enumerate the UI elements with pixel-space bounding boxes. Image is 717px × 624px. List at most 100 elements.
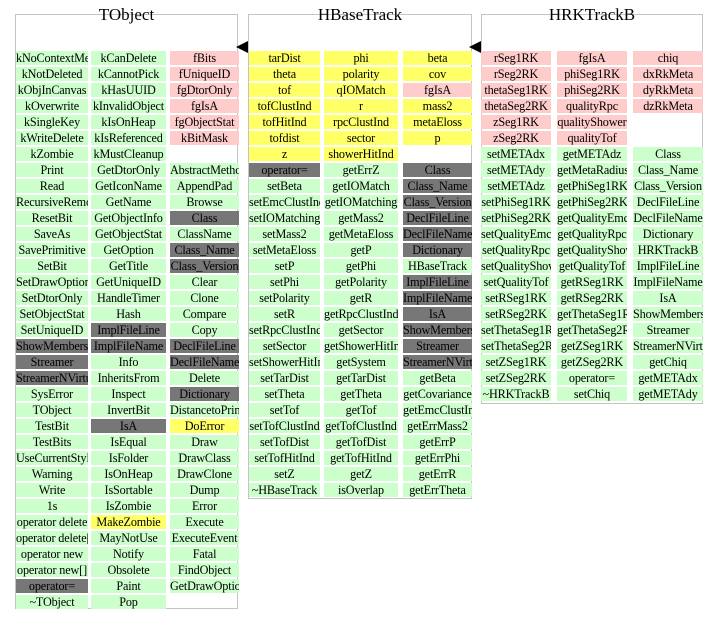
member-cell[interactable]: setTofDist — [249, 435, 320, 449]
member-cell[interactable]: SetDrawOption — [16, 275, 88, 289]
member-cell[interactable]: getCovariance — [403, 387, 472, 401]
member-cell[interactable]: ~TObject — [16, 595, 88, 609]
member-cell[interactable]: InvertBit — [91, 403, 166, 417]
member-cell[interactable]: Hash — [91, 307, 166, 321]
member-cell[interactable]: setR — [249, 307, 320, 321]
member-cell[interactable]: StreamerNVirtual — [633, 339, 703, 353]
member-cell[interactable]: getPhi — [324, 259, 398, 273]
member-cell[interactable]: metaEloss — [403, 115, 472, 129]
member-cell[interactable]: getMass2 — [324, 211, 398, 225]
member-cell[interactable]: ~HBaseTrack — [249, 483, 320, 497]
member-cell[interactable]: kInvalidObject — [91, 99, 166, 113]
member-cell[interactable]: Copy — [170, 323, 239, 337]
member-cell[interactable]: IsA — [633, 291, 703, 305]
member-cell[interactable]: MakeZombie — [91, 515, 166, 529]
member-cell[interactable]: Draw — [170, 435, 239, 449]
member-cell[interactable]: GetDtorOnly — [91, 163, 166, 177]
member-cell[interactable]: kHasUUID — [91, 83, 166, 97]
member-cell[interactable]: Clear — [170, 275, 239, 289]
member-cell[interactable]: Write — [16, 483, 88, 497]
member-cell[interactable]: setMETAdx — [481, 147, 551, 161]
member-cell[interactable]: phiSeg2RK — [557, 83, 627, 97]
member-cell[interactable]: DeclFileLine — [403, 211, 472, 225]
member-cell[interactable]: Obsolete — [91, 563, 166, 577]
member-cell[interactable]: Class_Version — [633, 179, 703, 193]
member-cell[interactable]: ImplFileLine — [403, 275, 472, 289]
member-cell[interactable]: setThetaSeg2RK — [481, 339, 551, 353]
member-cell[interactable]: fgIsA — [557, 51, 627, 65]
member-cell[interactable]: Class — [170, 211, 239, 225]
member-cell[interactable]: HandleTimer — [91, 291, 166, 305]
member-cell[interactable]: zSeg1RK — [481, 115, 551, 129]
member-cell[interactable]: DeclFileName — [170, 355, 239, 369]
member-cell[interactable]: Class_Name — [633, 163, 703, 177]
member-cell[interactable]: tof — [249, 83, 320, 97]
member-cell[interactable]: setThetaSeg1RK — [481, 323, 551, 337]
member-cell[interactable]: getSystem — [324, 355, 398, 369]
member-cell[interactable]: operator new — [16, 547, 88, 561]
member-cell[interactable]: IsEqual — [91, 435, 166, 449]
member-cell[interactable]: StreamerNVirtual — [403, 355, 472, 369]
member-cell[interactable]: fgIsA — [403, 83, 472, 97]
member-cell[interactable]: setMetaEloss — [249, 243, 320, 257]
member-cell[interactable]: setPhiSeg2RK — [481, 211, 551, 225]
member-cell[interactable]: getTof — [324, 403, 398, 417]
member-cell[interactable]: Inspect — [91, 387, 166, 401]
member-cell[interactable]: Compare — [170, 307, 239, 321]
member-cell[interactable]: Streamer — [403, 339, 472, 353]
member-cell[interactable]: dxRkMeta — [633, 67, 703, 81]
member-cell[interactable]: tofHitInd — [249, 115, 320, 129]
member-cell[interactable]: setRpcClustInd — [249, 323, 320, 337]
member-cell[interactable]: getRpcClustInd — [324, 307, 398, 321]
member-cell[interactable]: getIOMatching — [324, 195, 398, 209]
member-cell[interactable]: getTheta — [324, 387, 398, 401]
member-cell[interactable]: GetName — [91, 195, 166, 209]
member-cell[interactable]: setTof — [249, 403, 320, 417]
member-cell[interactable]: 1s — [16, 499, 88, 513]
member-cell[interactable]: getPolarity — [324, 275, 398, 289]
member-cell[interactable]: kSingleKey — [16, 115, 88, 129]
member-cell[interactable]: HRKTrackB — [633, 243, 703, 257]
member-cell[interactable]: tarDist — [249, 51, 320, 65]
member-cell[interactable]: chiq — [633, 51, 703, 65]
member-cell[interactable]: setZSeg2RK — [481, 371, 551, 385]
member-cell[interactable]: ShowMembers — [16, 339, 88, 353]
member-cell[interactable]: getZSeg1RK — [557, 339, 627, 353]
member-cell[interactable]: getErrPhi — [403, 451, 472, 465]
member-cell[interactable]: getPhiSeg1RK — [557, 179, 627, 193]
member-cell[interactable]: setShowerHitInd — [249, 355, 320, 369]
member-cell[interactable]: getMetaEloss — [324, 227, 398, 241]
member-cell[interactable]: getQualityShower — [557, 243, 627, 257]
member-cell[interactable]: Paint — [91, 579, 166, 593]
member-cell[interactable]: DrawClass — [170, 451, 239, 465]
member-cell[interactable]: ShowMembers — [633, 307, 703, 321]
member-cell[interactable]: Pop — [91, 595, 166, 609]
member-cell[interactable]: getTofDist — [324, 435, 398, 449]
member-cell[interactable]: setTheta — [249, 387, 320, 401]
member-cell[interactable]: ShowMembers — [403, 323, 472, 337]
member-cell[interactable]: setRSeg2RK — [481, 307, 551, 321]
member-cell[interactable]: getQualityEmc — [557, 211, 627, 225]
member-cell[interactable]: Warning — [16, 467, 88, 481]
member-cell[interactable]: setZ — [249, 467, 320, 481]
member-cell[interactable]: operator delete[] — [16, 531, 88, 545]
member-cell[interactable]: kZombie — [16, 147, 88, 161]
member-cell[interactable]: getSector — [324, 323, 398, 337]
member-cell[interactable]: getMETAdz — [557, 147, 627, 161]
member-cell[interactable]: Dictionary — [170, 387, 239, 401]
member-cell[interactable]: TObject — [16, 403, 88, 417]
member-cell[interactable]: getChiq — [633, 355, 703, 369]
member-cell[interactable]: GetObjectInfo — [91, 211, 166, 225]
member-cell[interactable]: getZ — [324, 467, 398, 481]
member-cell[interactable]: dyRkMeta — [633, 83, 703, 97]
member-cell[interactable]: getP — [324, 243, 398, 257]
member-cell[interactable]: DeclFileName — [403, 227, 472, 241]
member-cell[interactable]: setTofHitInd — [249, 451, 320, 465]
member-cell[interactable]: getBeta — [403, 371, 472, 385]
member-cell[interactable]: getTofClustInd — [324, 419, 398, 433]
member-cell[interactable]: getQualityTof — [557, 259, 627, 273]
member-cell[interactable]: rpcClustInd — [324, 115, 398, 129]
member-cell[interactable]: thetaSeg2RK — [481, 99, 551, 113]
member-cell[interactable]: setQualityRpc — [481, 243, 551, 257]
member-cell[interactable]: StreamerNVirtual — [16, 371, 88, 385]
